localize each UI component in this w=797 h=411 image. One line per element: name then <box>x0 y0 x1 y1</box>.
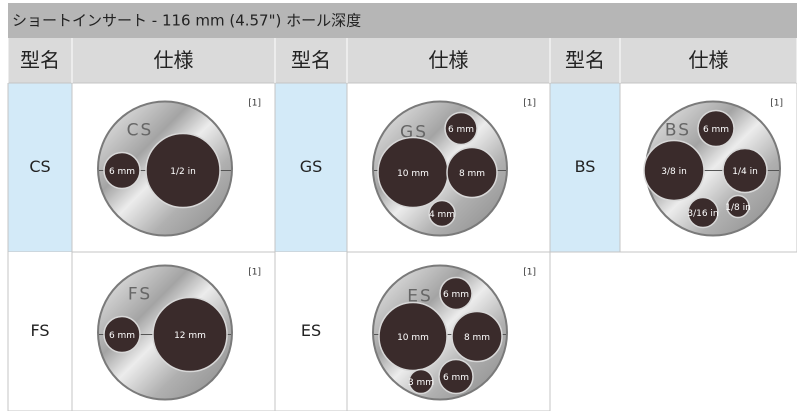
hole-size: 12 mm <box>174 331 206 341</box>
hole-size: 6 mm <box>443 373 469 383</box>
hole <box>152 296 228 373</box>
hole <box>446 146 498 199</box>
hole <box>643 139 705 202</box>
hole <box>438 358 474 395</box>
hole-size: 10 mm <box>397 169 429 179</box>
hole-size: 6 mm <box>443 290 469 300</box>
model-cell <box>8 83 72 252</box>
title: ショートインサート - 116 mm (4.57") ホール深度 <box>12 12 361 30</box>
footnote-ref: [1] <box>523 268 536 278</box>
insert-label: ES <box>407 287 433 307</box>
hole <box>428 199 456 228</box>
hole-size: 6 mm <box>109 167 135 177</box>
model-cell <box>550 83 620 252</box>
hole <box>103 315 141 354</box>
hole <box>439 276 473 311</box>
hole-size: 6 mm <box>109 331 135 341</box>
hole-size: 8 mm <box>459 169 485 179</box>
model-name: GS <box>300 157 323 176</box>
hole <box>444 111 478 146</box>
hole-size: 4 mm <box>429 210 455 220</box>
model-name: ES <box>301 321 321 340</box>
hole <box>726 194 750 219</box>
hole <box>145 132 221 209</box>
hole-size: 6 mm <box>703 125 729 135</box>
model-name: CS <box>29 157 50 176</box>
hole <box>697 109 735 148</box>
footnote-ref: [1] <box>770 99 783 109</box>
header-row <box>8 38 797 83</box>
footnote-ref: [1] <box>248 268 261 278</box>
model-cell <box>275 83 347 252</box>
column-header: 仕様 <box>689 48 729 72</box>
model-cell <box>275 252 347 411</box>
hole-size: 3 mm <box>408 378 434 388</box>
footnote-ref: [1] <box>523 99 536 109</box>
hole-size: 1/2 in <box>170 167 196 177</box>
hole-size: 6 mm <box>448 125 474 135</box>
hole <box>722 147 768 194</box>
hole <box>451 310 503 363</box>
hole-size: 10 mm <box>397 333 429 343</box>
model-name: FS <box>30 321 49 340</box>
hole <box>408 368 434 395</box>
column-header: 仕様 <box>429 48 469 72</box>
footnote-ref: [1] <box>248 99 261 109</box>
hole-size: 3/16 in <box>687 209 718 219</box>
insert-label: CS <box>127 121 154 141</box>
hole <box>687 196 719 229</box>
insert-label: FS <box>128 285 152 305</box>
title-bar <box>8 3 797 38</box>
model-cell <box>8 252 72 411</box>
hole <box>378 301 448 372</box>
column-header: 型名 <box>291 48 331 72</box>
hole-size: 1/8 in <box>725 203 751 213</box>
insert-label: BS <box>665 121 691 141</box>
hole <box>103 151 141 190</box>
column-header: 型名 <box>20 48 60 72</box>
hole-size: 3/8 in <box>661 167 687 177</box>
column-header: 型名 <box>565 48 605 72</box>
model-name: BS <box>575 157 596 176</box>
column-header: 仕様 <box>154 48 194 72</box>
hole-size: 1/4 in <box>732 167 758 177</box>
hole-size: 8 mm <box>464 333 490 343</box>
